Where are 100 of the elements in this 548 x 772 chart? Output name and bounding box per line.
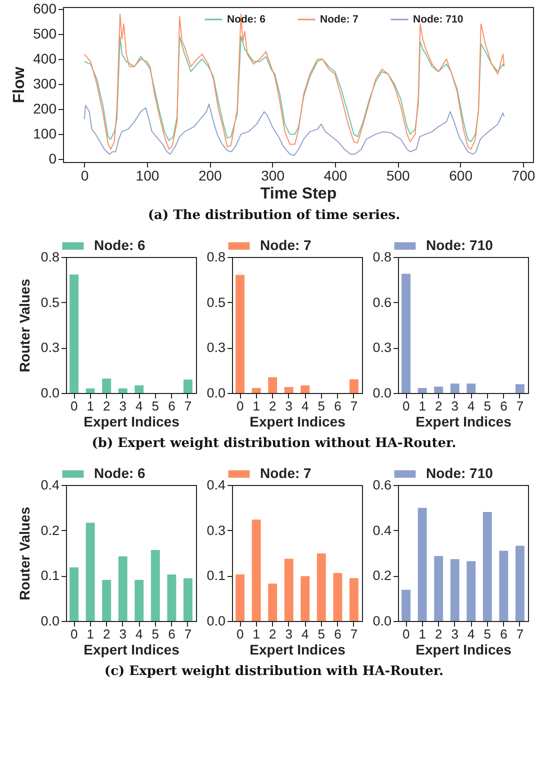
bar [434, 386, 444, 393]
x-tick-label: 3 [285, 626, 292, 642]
y-tick-label: 0.2 [372, 568, 392, 584]
y-tick-label: 0.8 [372, 250, 392, 264]
y-tick-label: 600 [32, 0, 56, 17]
x-tick-label: 2 [268, 398, 276, 414]
bar [183, 578, 192, 621]
bar [102, 580, 112, 621]
y-tick-label: 0.0 [372, 386, 392, 400]
y-tick-label: 0.3 [206, 522, 226, 538]
x-tick-label: 7 [350, 626, 358, 642]
bar [252, 388, 261, 393]
x-tick-label: 0 [402, 626, 410, 642]
x-tick-label: 6 [334, 626, 342, 642]
bar [300, 576, 310, 621]
x-tick-label: 2 [102, 626, 110, 642]
x-tick-label: 4 [468, 398, 475, 414]
bar [466, 384, 476, 393]
x-tick-label: 6 [168, 398, 176, 414]
x-tick-label: 1 [252, 398, 260, 414]
x-tick-label: 5 [484, 626, 492, 642]
line-series [83, 104, 504, 156]
x-tick-label: 4 [302, 398, 309, 414]
bar [316, 553, 326, 621]
y-tick-label: 200 [32, 100, 56, 117]
legend-label: Node: 7 [260, 465, 312, 481]
y-tick-label: 0.3 [372, 340, 392, 356]
x-tick-label: 5 [484, 398, 492, 414]
bar [284, 558, 294, 621]
bar [349, 578, 358, 621]
y-tick-label: 0.8 [40, 250, 60, 264]
y-tick-label: 0.0 [372, 614, 392, 628]
x-tick-label: 700 [511, 168, 535, 184]
y-tick-label: 0.4 [40, 478, 60, 492]
line-series [83, 36, 504, 142]
x-tick-label: 7 [184, 398, 192, 414]
x-tick-label: 6 [500, 626, 508, 642]
x-tick-label: 7 [516, 626, 524, 642]
bar [236, 274, 245, 393]
x-tick-label: 1 [86, 398, 94, 414]
x-tick-label: 7 [350, 398, 358, 414]
bar [450, 384, 460, 393]
bar [183, 380, 192, 393]
bar [434, 556, 444, 621]
x-tick-label: 5 [152, 398, 160, 414]
x-tick-label: 0 [70, 626, 78, 642]
bar [450, 559, 460, 621]
text: (c) Expert weight distribution with HA-Router. [103, 664, 445, 679]
x-tick-label: 3 [285, 398, 292, 414]
x-tick-label: 500 [386, 168, 410, 184]
x-tick-label: 4 [302, 626, 309, 642]
x-tick-label: 0 [236, 626, 244, 642]
bar [118, 556, 128, 621]
x-tick-label: 7 [184, 626, 192, 642]
bar [333, 573, 342, 621]
x-tick-label: 2 [434, 626, 442, 642]
y-tick-label: 300 [32, 76, 56, 92]
y-tick-label: 0.3 [206, 340, 226, 356]
legend-label: Node: 7 [260, 237, 312, 253]
x-tick-label: 0 [80, 168, 88, 184]
x-tick-label: 5 [318, 398, 326, 414]
y-axis-title: Router Values [16, 278, 32, 372]
text: (a) The distribution of time series. [146, 208, 402, 223]
y-tick-label: 0.0 [206, 386, 226, 400]
bar [167, 574, 176, 621]
bar [150, 550, 160, 621]
bar [252, 520, 261, 621]
x-tick-label: 3 [119, 398, 126, 414]
bar [499, 550, 508, 621]
x-tick-label: 2 [102, 398, 110, 414]
y-tick-label: 0.4 [206, 478, 226, 492]
x-tick-label: 100 [135, 168, 159, 184]
y-tick-label: 0.6 [372, 294, 392, 310]
x-tick-label: 400 [323, 168, 347, 184]
bar [284, 387, 294, 393]
legend-label: Node: 7 [320, 14, 358, 26]
bar [70, 274, 79, 393]
y-tick-label: 400 [32, 50, 56, 67]
y-tick-label: 0.4 [372, 522, 392, 538]
x-axis-title: Expert Indices [84, 414, 180, 430]
x-tick-label: 3 [119, 626, 126, 642]
bar [236, 574, 245, 621]
y-tick-label: 100 [32, 126, 56, 142]
x-tick-label: 6 [500, 398, 508, 414]
legend-label: Node: 6 [94, 237, 146, 253]
bar [134, 385, 144, 393]
legend-label: Node: 710 [426, 237, 494, 253]
x-axis-title: Expert Indices [84, 642, 180, 658]
bar [418, 508, 427, 621]
x-tick-label: 5 [318, 626, 326, 642]
x-axis-title: Expert Indices [250, 414, 346, 430]
y-tick-label: 0.2 [40, 522, 60, 538]
bar [102, 378, 112, 393]
x-axis-title: Expert Indices [416, 642, 512, 658]
bar [86, 522, 95, 621]
x-tick-label: 5 [152, 626, 160, 642]
bar [402, 590, 411, 621]
x-tick-label: 4 [136, 626, 143, 642]
legend-label: Node: 6 [94, 465, 146, 481]
x-tick-label: 3 [451, 626, 458, 642]
